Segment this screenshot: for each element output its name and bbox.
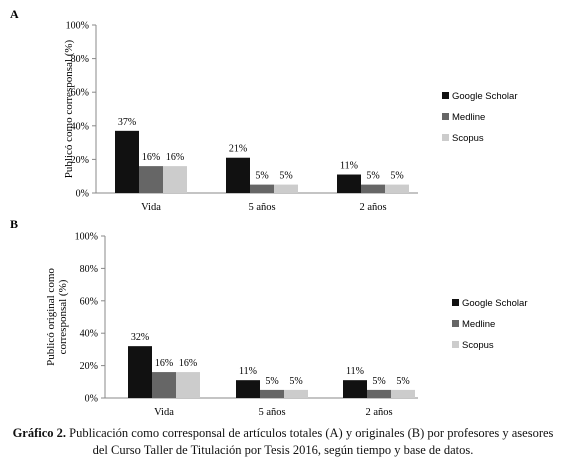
data-label: 32%: [131, 332, 149, 343]
y-tick-label: 100%: [75, 232, 98, 243]
legend-swatch: [452, 320, 459, 327]
bar: [176, 372, 200, 398]
bar: [260, 389, 284, 398]
legend-label: Scopus: [452, 133, 484, 144]
data-label: 16%: [142, 152, 160, 163]
panel-label: A: [10, 7, 19, 21]
y-tick-label: 80%: [71, 54, 89, 65]
legend-label: Scopus: [462, 340, 494, 351]
x-tick-label: Vida: [154, 407, 174, 418]
data-label: 5%: [265, 376, 278, 387]
y-tick-label: 60%: [71, 88, 89, 99]
x-tick-label: 5 años: [248, 202, 275, 213]
data-label: 16%: [179, 358, 197, 369]
legend-label: Medline: [462, 319, 495, 330]
legend-label: Google Scholar: [452, 91, 517, 102]
bar: [361, 184, 385, 193]
y-tick-label: 20%: [71, 155, 89, 166]
data-label: 5%: [255, 171, 268, 182]
legend-label: Medline: [452, 112, 485, 123]
x-tick-label: Vida: [141, 202, 161, 213]
data-label: 5%: [372, 376, 385, 387]
y-tick-label: 0%: [76, 189, 89, 200]
caption-text: Publicación como corresponsal de artícul…: [66, 426, 554, 457]
data-label: 21%: [229, 144, 247, 155]
y-tick-label: 60%: [80, 296, 98, 307]
x-tick-label: 2 años: [359, 202, 386, 213]
figure-caption: Gráfico 2. Publicación como corresponsal…: [12, 425, 554, 459]
bar: [163, 166, 187, 193]
legend-swatch: [442, 134, 449, 141]
bar: [226, 157, 250, 193]
data-label: 11%: [340, 161, 358, 172]
data-label: 5%: [279, 171, 292, 182]
bar: [250, 184, 274, 193]
bar: [139, 166, 163, 193]
data-label: 16%: [166, 152, 184, 163]
data-label: 37%: [118, 117, 136, 128]
data-label: 16%: [155, 358, 173, 369]
data-label: 5%: [289, 376, 302, 387]
data-label: 5%: [390, 171, 403, 182]
legend-swatch: [442, 92, 449, 99]
bar: [284, 389, 308, 398]
legend-swatch: [442, 113, 449, 120]
bar: [236, 380, 260, 398]
bar: [343, 380, 367, 398]
chart-figure: A 0% 20% 40% 60% 80% 100% Publicó como correspo…: [10, 7, 527, 418]
bar: [337, 174, 361, 193]
x-tick-label: 2 años: [365, 407, 392, 418]
data-label: 11%: [346, 366, 364, 377]
y-axis-title: Publicó original como: [45, 268, 57, 366]
bar: [385, 184, 409, 193]
y-tick-label: 40%: [80, 329, 98, 340]
y-tick-label: 100%: [66, 21, 89, 32]
bar: [128, 346, 152, 398]
panel-label: B: [10, 217, 18, 231]
y-axis-title: Publicó como corresponsal (%): [63, 39, 75, 178]
bar: [115, 130, 139, 193]
data-label: 5%: [396, 376, 409, 387]
bar: [391, 389, 415, 398]
y-tick-label: 40%: [71, 121, 89, 132]
bar: [274, 184, 298, 193]
y-tick-label: 0%: [85, 394, 98, 405]
y-tick-label: 80%: [80, 264, 98, 275]
x-tick-label: 5 años: [258, 407, 285, 418]
caption-prefix: Gráfico 2.: [12, 426, 67, 440]
y-tick-label: 20%: [80, 361, 98, 372]
data-label: 5%: [366, 171, 379, 182]
legend-label: Google Scholar: [462, 298, 527, 309]
legend-swatch: [452, 299, 459, 306]
bar: [367, 389, 391, 398]
bar: [152, 372, 176, 398]
data-label: 11%: [239, 366, 257, 377]
legend-swatch: [452, 341, 459, 348]
y-axis-title: corresponsal (%): [57, 279, 69, 354]
